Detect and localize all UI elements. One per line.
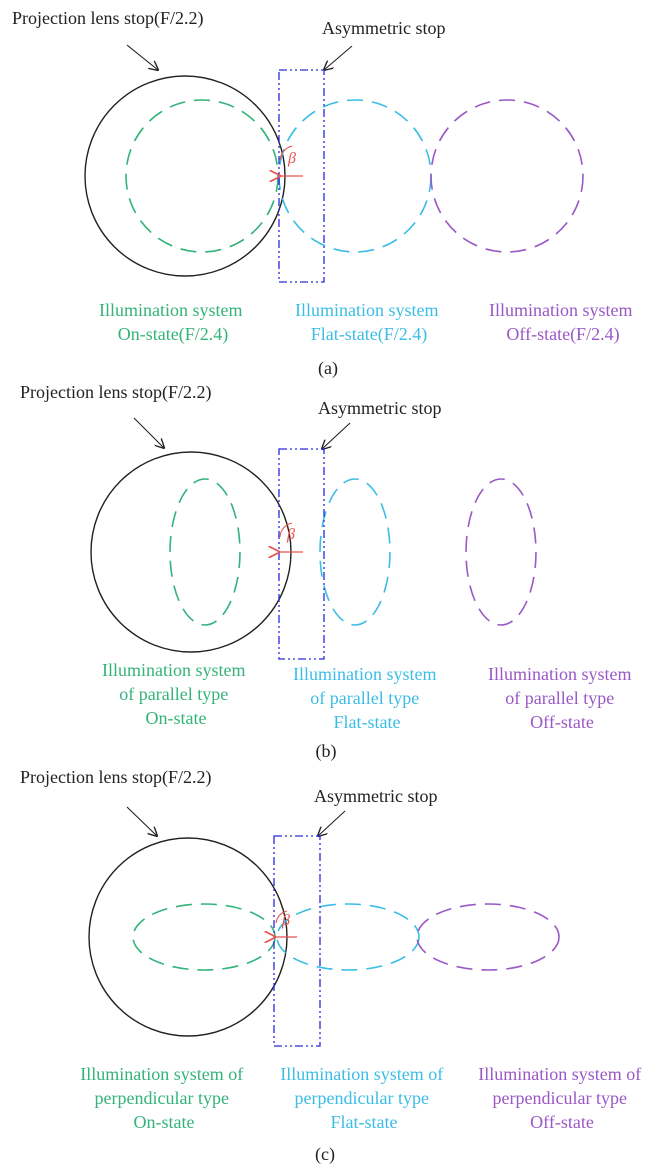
projection-lens-pointer-arrow — [126, 806, 157, 836]
projection-lens-pointer-arrow — [133, 417, 164, 448]
off-state-caption-line-3: Off-state — [530, 1112, 594, 1132]
off-state-caption-line-1: Illumination system of — [478, 1064, 641, 1084]
asymmetric-stop-label: Asymmetric stop — [318, 398, 442, 418]
off-state-caption-line-2: perpendicular type — [493, 1088, 627, 1108]
flat-state-caption: Illumination system Flat-state(F/2.4) — [295, 300, 443, 345]
beta-symbol: β — [287, 150, 296, 167]
projection-lens-stop-circle — [84, 75, 286, 277]
flat-state-caption-line-1: Illumination system — [293, 664, 437, 684]
off-state-caption: Illumination system Off-state(F/2.4) — [489, 300, 637, 345]
asymmetric-stop-pointer-arrow — [322, 422, 351, 449]
off-state-caption-line-2: of parallel type — [505, 688, 614, 708]
off-state-caption: Illumination system of perpendicular typ… — [478, 1064, 645, 1132]
on-state-caption-line-2: perpendicular type — [95, 1088, 229, 1108]
on-state-caption-line-1: Illumination system — [102, 660, 246, 680]
panel-caption: (b) — [316, 741, 337, 762]
on-state-caption-line-2: of parallel type — [119, 684, 228, 704]
beta-angle-arc — [275, 910, 288, 924]
flat-state-pupil-ellipse — [276, 903, 420, 971]
beta-symbol: β — [281, 912, 290, 929]
flat-state-pupil-ellipse — [319, 478, 391, 626]
asymmetric-stop-pointer-arrow — [318, 810, 346, 836]
flat-state-caption-line-2: Flat-state(F/2.4) — [311, 324, 427, 345]
asymmetric-stop-pointer-arrow — [324, 45, 353, 70]
flat-state-caption: Illumination system of parallel type Fla… — [293, 664, 441, 732]
panel-caption: (c) — [315, 1144, 335, 1165]
asymmetric-stop-rect — [278, 448, 325, 660]
flat-state-caption-line-2: of parallel type — [310, 688, 419, 708]
projection-lens-stop-circle — [90, 451, 292, 653]
beta-angle-arc — [279, 522, 293, 538]
projection-lens-stop-label: Projection lens stop(F/2.2) — [12, 8, 204, 29]
off-state-caption-line-2: Off-state(F/2.4) — [506, 324, 619, 345]
on-state-caption: Illumination system of parallel type On-… — [102, 660, 250, 728]
on-state-caption-line-1: Illumination system — [99, 300, 243, 320]
off-state-caption-line-1: Illumination system — [489, 300, 633, 320]
on-state-caption: Illumination system On-state(F/2.4) — [99, 300, 247, 345]
on-state-caption-line-1: Illumination system of — [80, 1064, 243, 1084]
panel-b: Projection lens stop(F/2.2) Asymmetric s… — [20, 382, 636, 762]
flat-state-caption-line-2: perpendicular type — [295, 1088, 429, 1108]
off-state-caption-line-1: Illumination system — [488, 664, 632, 684]
asymmetric-stop-label: Asymmetric stop — [314, 786, 438, 806]
off-state-pupil-ellipse — [465, 478, 537, 626]
projection-lens-pointer-arrow — [126, 44, 158, 70]
asymmetric-stop-rect — [273, 835, 321, 1047]
on-state-pupil-circle — [125, 99, 279, 253]
projection-lens-stop-label: Projection lens stop(F/2.2) — [20, 767, 212, 788]
off-state-caption: Illumination system of parallel type Off… — [488, 664, 636, 732]
flat-state-caption-line-3: Flat-state — [331, 1112, 398, 1132]
panel-caption: (a) — [318, 358, 338, 379]
panel-a: Projection lens stop(F/2.2) Asymmetric s… — [12, 8, 637, 379]
projection-lens-stop-label: Projection lens stop(F/2.2) — [20, 382, 212, 403]
asymmetric-stop-rect — [278, 69, 325, 283]
panel-c: Projection lens stop(F/2.2) Asymmetric s… — [20, 767, 645, 1165]
beta-angle-arc — [279, 145, 293, 161]
on-state-caption-line-2: On-state(F/2.4) — [118, 324, 228, 345]
on-state-pupil-ellipse — [169, 478, 241, 626]
projection-lens-stop-circle — [88, 837, 288, 1037]
on-state-caption: Illumination system of perpendicular typ… — [80, 1064, 247, 1132]
off-state-pupil-ellipse — [416, 903, 560, 971]
flat-state-caption-line-3: Flat-state — [334, 712, 401, 732]
on-state-caption-line-3: On-state — [146, 708, 207, 728]
beta-symbol: β — [286, 526, 295, 543]
flat-state-caption: Illumination system of perpendicular typ… — [280, 1064, 447, 1132]
on-state-pupil-ellipse — [132, 903, 276, 971]
flat-state-caption-line-1: Illumination system — [295, 300, 439, 320]
flat-state-caption-line-1: Illumination system of — [280, 1064, 443, 1084]
off-state-caption-line-3: Off-state — [530, 712, 594, 732]
off-state-pupil-circle — [430, 99, 584, 253]
on-state-caption-line-3: On-state — [134, 1112, 195, 1132]
asymmetric-stop-label: Asymmetric stop — [322, 18, 446, 38]
